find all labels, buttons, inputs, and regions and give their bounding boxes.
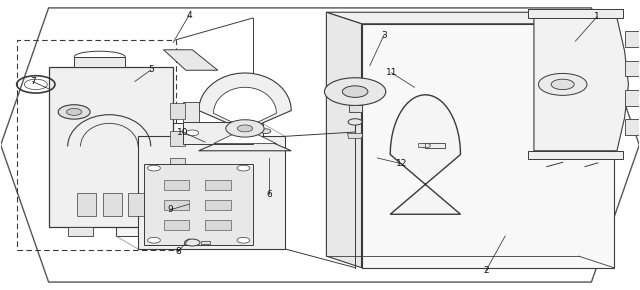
Polygon shape bbox=[49, 67, 173, 227]
Polygon shape bbox=[534, 18, 628, 151]
Polygon shape bbox=[326, 12, 614, 24]
Circle shape bbox=[67, 108, 82, 115]
Polygon shape bbox=[182, 102, 198, 137]
Polygon shape bbox=[164, 50, 218, 70]
Circle shape bbox=[348, 119, 362, 125]
Polygon shape bbox=[214, 87, 276, 144]
Polygon shape bbox=[418, 143, 426, 147]
Circle shape bbox=[324, 78, 386, 106]
Polygon shape bbox=[390, 95, 461, 214]
Polygon shape bbox=[129, 193, 148, 216]
Polygon shape bbox=[170, 185, 184, 201]
Polygon shape bbox=[527, 151, 623, 160]
Text: 5: 5 bbox=[148, 66, 154, 75]
Circle shape bbox=[420, 143, 431, 148]
Polygon shape bbox=[205, 220, 230, 230]
Circle shape bbox=[234, 130, 246, 136]
Polygon shape bbox=[170, 130, 184, 146]
Polygon shape bbox=[362, 24, 614, 268]
Polygon shape bbox=[198, 73, 291, 151]
Text: 6: 6 bbox=[266, 190, 272, 199]
Circle shape bbox=[538, 73, 587, 95]
Text: 7: 7 bbox=[29, 77, 35, 86]
Text: 3: 3 bbox=[381, 31, 387, 40]
Polygon shape bbox=[348, 133, 363, 139]
Polygon shape bbox=[164, 220, 189, 230]
Circle shape bbox=[226, 120, 264, 137]
Polygon shape bbox=[68, 227, 93, 236]
Circle shape bbox=[148, 165, 161, 171]
Text: 12: 12 bbox=[396, 159, 408, 168]
Text: 10: 10 bbox=[177, 128, 188, 137]
Polygon shape bbox=[205, 180, 230, 190]
Polygon shape bbox=[170, 103, 184, 119]
Circle shape bbox=[551, 79, 574, 90]
Polygon shape bbox=[625, 119, 640, 135]
Polygon shape bbox=[625, 61, 640, 77]
Polygon shape bbox=[625, 90, 640, 106]
Polygon shape bbox=[182, 122, 253, 144]
Circle shape bbox=[237, 125, 253, 132]
Polygon shape bbox=[170, 158, 184, 174]
Polygon shape bbox=[116, 123, 262, 236]
Text: 8: 8 bbox=[175, 247, 181, 256]
Polygon shape bbox=[205, 200, 230, 210]
Circle shape bbox=[260, 129, 271, 133]
Polygon shape bbox=[201, 241, 210, 244]
Text: 2: 2 bbox=[483, 266, 489, 275]
Circle shape bbox=[237, 237, 250, 243]
Text: 11: 11 bbox=[386, 68, 397, 77]
Polygon shape bbox=[164, 200, 189, 210]
Circle shape bbox=[342, 86, 368, 97]
Polygon shape bbox=[625, 31, 640, 47]
Circle shape bbox=[148, 237, 161, 243]
Circle shape bbox=[186, 130, 198, 136]
Polygon shape bbox=[138, 136, 285, 249]
Circle shape bbox=[237, 165, 250, 171]
Text: 9: 9 bbox=[167, 205, 173, 214]
Circle shape bbox=[184, 239, 200, 246]
Polygon shape bbox=[527, 9, 623, 18]
Polygon shape bbox=[103, 193, 122, 216]
Polygon shape bbox=[145, 164, 253, 244]
Text: 1: 1 bbox=[595, 12, 600, 21]
Polygon shape bbox=[74, 57, 125, 67]
Polygon shape bbox=[141, 227, 167, 236]
Text: 4: 4 bbox=[186, 11, 192, 20]
Polygon shape bbox=[326, 12, 362, 268]
Polygon shape bbox=[164, 180, 189, 190]
Polygon shape bbox=[77, 193, 97, 216]
Circle shape bbox=[58, 105, 90, 119]
Polygon shape bbox=[349, 106, 362, 112]
Polygon shape bbox=[426, 143, 445, 148]
